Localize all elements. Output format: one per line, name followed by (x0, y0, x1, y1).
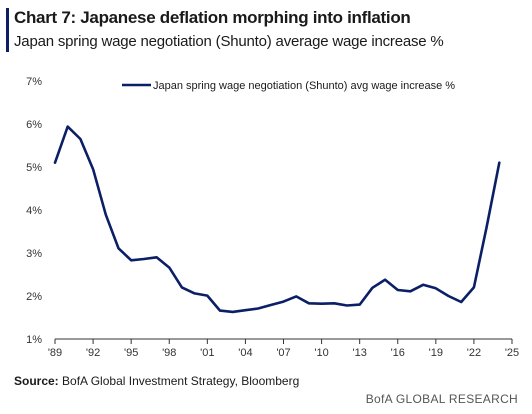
y-tick-label: 7% (26, 76, 42, 88)
x-tick-label: '07 (276, 347, 290, 359)
x-tick-label: '01 (200, 347, 214, 359)
x-tick-label: '89 (48, 347, 62, 359)
x-tick-label: '98 (162, 347, 176, 359)
y-tick-label: 4% (26, 205, 42, 217)
x-tick-label: '13 (352, 347, 366, 359)
chart-title: Chart 7: Japanese deflation morphing int… (14, 8, 411, 27)
source-text: BofA Global Investment Strategy, Bloombe… (62, 374, 300, 388)
y-tick-label: 6% (26, 119, 42, 131)
source-label: Source: (14, 374, 59, 388)
brand-logo-text: BofA GLOBAL RESEARCH (365, 392, 518, 406)
legend-label: Japan spring wage negotiation (Shunto) a… (153, 80, 455, 92)
chart-subtitle: Japan spring wage negotiation (Shunto) a… (14, 33, 444, 50)
x-tick-label: '25 (505, 347, 519, 359)
x-tick-label: '16 (391, 347, 405, 359)
x-tick-label: '22 (467, 347, 481, 359)
series-line (53, 125, 501, 314)
title-accent-bar (6, 8, 9, 52)
x-tick-label: '04 (238, 347, 252, 359)
x-tick-label: '92 (86, 347, 100, 359)
y-tick-label: 3% (26, 248, 42, 260)
source-note: Source: BofA Global Investment Strategy,… (14, 374, 299, 388)
y-tick-label: 5% (26, 162, 42, 174)
x-tick-label: '10 (314, 347, 328, 359)
y-tick-label: 1% (26, 334, 42, 346)
legend: Japan spring wage negotiation (Shunto) a… (122, 80, 455, 92)
y-tick-label: 2% (26, 291, 42, 303)
x-tick-label: '95 (124, 347, 138, 359)
x-tick-label: '19 (429, 347, 443, 359)
series-layer (53, 125, 501, 314)
x-axis: '89 '92 '95 '98 '01 '04 '07 '10 '13 '16 '19 '22 '25 (48, 338, 519, 359)
y-axis-ticks: 1% 2% 3% 4% 5% 6% 7% (26, 76, 42, 346)
